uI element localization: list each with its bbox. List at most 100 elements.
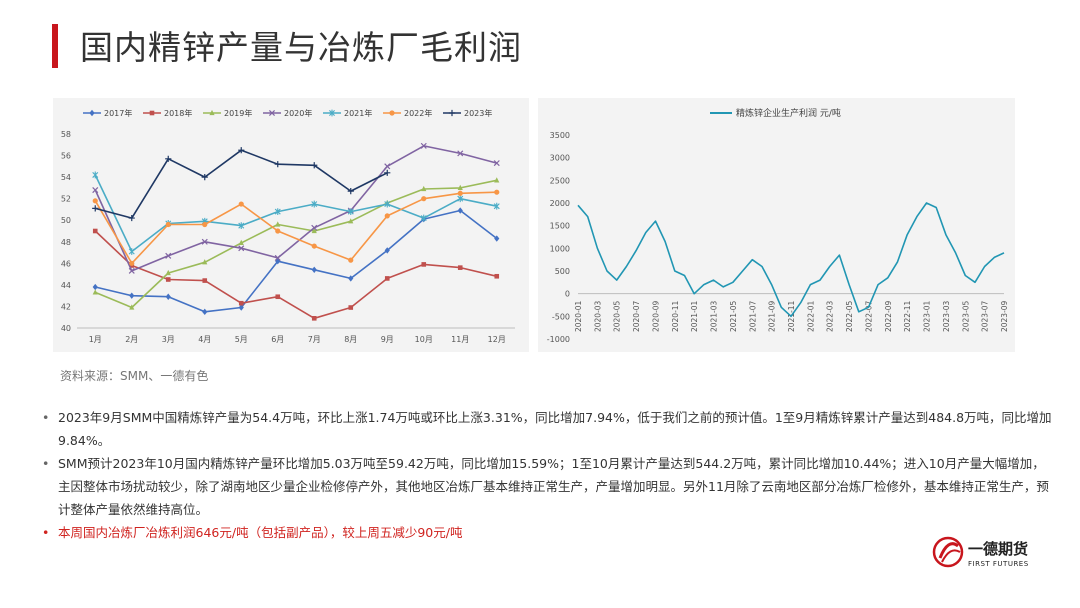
point-marker [92,171,99,179]
x-tick-label: 2020-01 [574,300,583,332]
y-tick-label: 54 [61,173,71,182]
series-line [94,174,497,253]
x-tick-label: 2022-07 [864,300,873,332]
x-tick-label: 9月 [381,335,394,344]
point-marker [420,142,427,149]
series-group-2 [92,177,500,310]
point-marker [202,259,208,265]
x-tick-label: 2021-05 [729,300,738,332]
point-marker [494,235,500,242]
point-marker [275,228,281,234]
point-marker [384,247,390,254]
x-tick-label: 2020-09 [651,300,660,332]
y-tick-label: 58 [61,130,71,139]
point-marker [347,208,354,215]
x-tick-label: 4月 [198,335,211,344]
y-tick-label: 56 [61,152,71,161]
y-tick-label: -500 [552,312,570,321]
point-marker [274,208,281,215]
y-tick-label: 50 [61,216,71,225]
y-tick-label: 3000 [550,154,570,163]
y-tick-label: 52 [61,195,71,204]
x-tick-label: 2021-01 [690,300,699,332]
y-tick-label: 40 [61,324,71,333]
x-tick-label: 7月 [308,335,321,344]
y-tick-label: 42 [61,302,71,311]
x-tick-label: 2020-11 [671,300,680,332]
x-tick-label: 10月 [415,335,433,344]
point-marker [494,273,500,279]
x-tick-label: 2023-09 [1000,300,1009,332]
x-tick-label: 2022-11 [903,300,912,332]
point-marker [201,174,208,181]
point-marker [128,267,135,274]
point-marker [128,214,135,222]
point-marker [165,293,171,300]
legend-label: 2023年 [464,108,492,118]
point-marker [384,169,391,176]
x-tick-label: 2023-01 [923,300,932,332]
point-marker [494,177,500,183]
point-marker [92,283,98,291]
point-marker [202,278,208,283]
point-marker [165,221,171,228]
point-marker [311,227,317,234]
x-tick-label: 2月 [125,335,138,344]
y-tick-label: 2000 [550,199,570,208]
point-marker [129,304,135,310]
point-marker [384,163,391,170]
point-marker [165,252,172,259]
y-tick-label: 48 [61,238,71,247]
bullet-item-highlight: 本周国内冶炼厂冶炼利润646元/吨（包括副产品），较上周五减少90元/吨 [42,521,1052,544]
point-marker [457,207,463,214]
profit-chart: -1000 -500 0 500 1000 1500 2000 2500 3000 3500 202… [547,107,1009,344]
point-marker [201,238,208,245]
title-accent-bar [52,24,58,68]
point-marker [311,200,318,208]
x-tick-label: 6月 [271,335,284,344]
point-marker [89,109,95,117]
y-tick-label: 500 [555,267,570,276]
point-marker [202,308,208,316]
point-marker [165,269,171,276]
x-tick-label: 2020-03 [593,300,602,332]
point-marker [92,198,98,204]
point-marker [384,213,390,219]
source-note: 资料来源：SMM、一德有色 [60,369,209,383]
y-tick-label: 44 [61,281,71,290]
page-title: 国内精锌产量与冶炼厂毛利润 [80,28,522,67]
series-group-6 [92,147,391,222]
x-tick-label: 12月 [488,335,506,344]
legend-label: 2021年 [344,108,372,118]
point-marker [384,276,390,281]
series-line [94,191,497,265]
point-marker [457,184,463,190]
legend-label: 2019年 [224,108,252,118]
point-marker [311,162,318,169]
x-tick-label: 2022-03 [826,300,835,332]
x-tick-label: 2022-01 [806,300,815,332]
point-marker [129,260,135,266]
point-marker [348,275,354,282]
point-marker [421,196,427,202]
point-marker [493,202,500,210]
point-marker [238,222,245,230]
point-marker [389,110,395,116]
point-marker [92,228,98,234]
y-tick-label: 1000 [550,244,570,253]
series-line [94,230,497,320]
x-tick-label: 3月 [162,335,175,344]
legend-label: 2017年 [104,108,132,118]
x-tick-label: 2020-05 [613,300,622,332]
point-marker [329,109,335,117]
point-marker [274,254,281,261]
series-group-4 [92,171,500,255]
point-marker [238,201,244,207]
point-marker [92,205,99,212]
point-marker [457,150,464,157]
legend-label: 2018年 [164,108,192,118]
profit-chart-panel: -1000 -500 0 500 1000 1500 2000 2500 3000 3500 202… [538,98,1015,352]
point-marker [347,188,354,195]
point-marker [420,214,427,222]
x-tick-label: 11月 [451,335,469,344]
